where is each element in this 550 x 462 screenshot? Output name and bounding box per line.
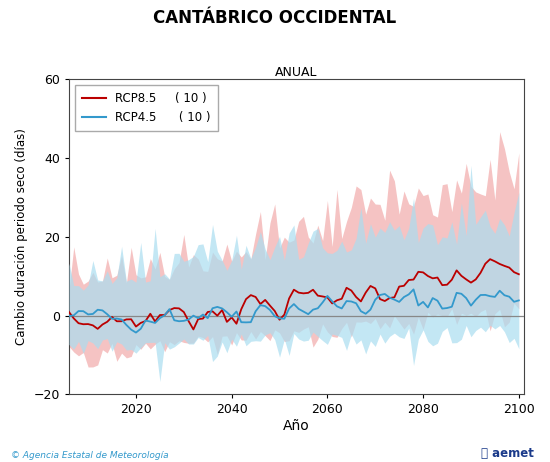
Text: Ⓜ aemet: Ⓜ aemet xyxy=(481,447,534,460)
Text: © Agencia Estatal de Meteorología: © Agencia Estatal de Meteorología xyxy=(11,451,169,460)
Text: CANTÁBRICO OCCIDENTAL: CANTÁBRICO OCCIDENTAL xyxy=(153,9,397,27)
Title: ANUAL: ANUAL xyxy=(275,67,317,79)
Legend: RCP8.5     ( 10 ), RCP4.5      ( 10 ): RCP8.5 ( 10 ), RCP4.5 ( 10 ) xyxy=(75,85,218,132)
Y-axis label: Cambio duración periodo seco (días): Cambio duración periodo seco (días) xyxy=(15,128,28,345)
X-axis label: Año: Año xyxy=(283,419,310,433)
